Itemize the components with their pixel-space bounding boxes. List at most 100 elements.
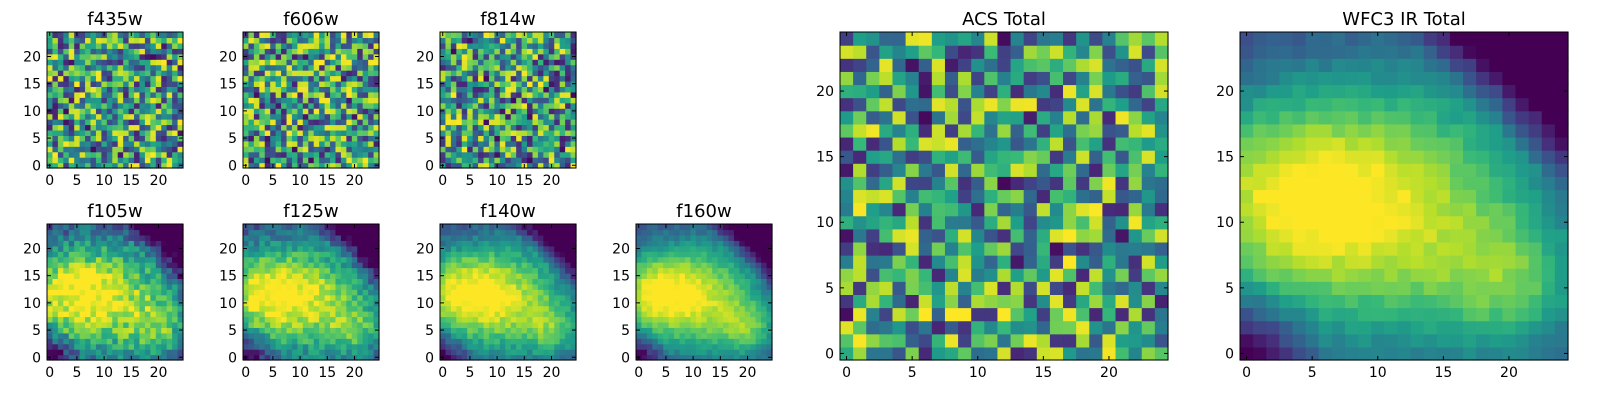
- heatmap-cell: [712, 278, 719, 285]
- heatmap-cell: [144, 157, 151, 164]
- heatmap-cell: [150, 151, 157, 158]
- heatmap-cell: [641, 262, 648, 269]
- heatmap-cell: [543, 157, 550, 164]
- heatmap-cell: [259, 135, 266, 142]
- heatmap-cell: [532, 305, 539, 312]
- heatmap-cell: [144, 32, 151, 39]
- heatmap-cell: [324, 59, 331, 66]
- heatmap-cell: [286, 70, 293, 77]
- heatmap-cell: [47, 129, 54, 136]
- heatmap-cell: [57, 48, 64, 55]
- heatmap-cell: [657, 267, 664, 274]
- heatmap-cell: [368, 349, 375, 356]
- heatmap-cell: [657, 224, 664, 231]
- heatmap-cell: [684, 327, 691, 334]
- heatmap-cell: [134, 59, 141, 66]
- heatmap-cell: [281, 316, 288, 323]
- heatmap-cell: [527, 245, 534, 252]
- heatmap-cell: [57, 129, 64, 136]
- heatmap-cell: [984, 241, 999, 256]
- heatmap-cell: [243, 343, 250, 350]
- heatmap-cell: [450, 64, 457, 71]
- heatmap-cell: [478, 108, 485, 115]
- heatmap-cell: [1076, 189, 1090, 204]
- heatmap-cell: [134, 240, 141, 247]
- heatmap-cell: [1049, 281, 1064, 295]
- heatmap-cell: [259, 234, 266, 241]
- heatmap-cell: [674, 245, 681, 252]
- heatmap-cell: [373, 124, 380, 131]
- heatmap-cell: [264, 224, 271, 231]
- heatmap-cell: [641, 251, 648, 258]
- heatmap-cell: [57, 349, 64, 356]
- heatmap-cell: [717, 332, 724, 339]
- heatmap-cell: [362, 349, 369, 356]
- heatmap-cell: [440, 102, 447, 109]
- heatmap-cell: [565, 32, 572, 39]
- heatmap-cell: [291, 70, 298, 77]
- heatmap-cell: [74, 321, 81, 328]
- heatmap-cell: [712, 224, 719, 231]
- heatmap-cell: [554, 108, 561, 115]
- heatmap-cell: [373, 321, 380, 328]
- heatmap-cell: [728, 278, 735, 285]
- heatmap-cell: [510, 278, 517, 285]
- heatmap-cell: [52, 162, 59, 169]
- heatmap-cell: [253, 262, 260, 269]
- heatmap-cell: [467, 262, 474, 269]
- heatmap-cell: [166, 48, 173, 55]
- heatmap-cell: [172, 80, 179, 87]
- y-tick-label: 5: [32, 131, 41, 147]
- heatmap-cell: [319, 140, 326, 147]
- heatmap-cell: [766, 305, 773, 312]
- heatmap-cell: [674, 311, 681, 318]
- heatmap-cell: [554, 80, 561, 87]
- heatmap-cell: [712, 234, 719, 241]
- heatmap-cell: [362, 251, 369, 258]
- x-tick-label: 20: [346, 365, 364, 381]
- y-tick-label: 10: [416, 296, 434, 312]
- heatmap-cell: [456, 140, 463, 147]
- heatmap-cell: [57, 119, 64, 126]
- heatmap-cell: [488, 91, 495, 98]
- heatmap-cell: [537, 272, 544, 279]
- heatmap-cell: [161, 162, 168, 169]
- heatmap-cell: [286, 119, 293, 126]
- heatmap-cell: [565, 278, 572, 285]
- heatmap-cell: [668, 332, 675, 339]
- heatmap-cell: [308, 113, 315, 120]
- heatmap-cell: [652, 349, 659, 356]
- heatmap-cell: [733, 234, 740, 241]
- heatmap-cell: [123, 80, 130, 87]
- heatmap-cell: [461, 251, 468, 258]
- heatmap-cell: [646, 300, 653, 307]
- heatmap-cell: [373, 262, 380, 269]
- heatmap-cell: [161, 42, 168, 49]
- heatmap-cell: [472, 80, 479, 87]
- heatmap-cell: [264, 48, 271, 55]
- heatmap-cell: [346, 262, 353, 269]
- heatmap-cell: [128, 108, 135, 115]
- heatmap-cell: [646, 327, 653, 334]
- heatmap-cell: [117, 343, 124, 350]
- heatmap-cell: [351, 311, 358, 318]
- heatmap-cell: [494, 140, 501, 147]
- heatmap-cell: [270, 102, 277, 109]
- heatmap-cell: [684, 262, 691, 269]
- heatmap-cell: [728, 300, 735, 307]
- heatmap-cell: [958, 294, 972, 309]
- heatmap-cell: [95, 146, 102, 153]
- heatmap-cell: [57, 256, 64, 263]
- heatmap-cell: [161, 327, 168, 334]
- heatmap-cell: [324, 300, 331, 307]
- x-tick-label: 0: [438, 365, 447, 381]
- heatmap-cell: [264, 305, 271, 312]
- heatmap-cell: [319, 91, 326, 98]
- heatmap-cell: [308, 146, 315, 153]
- heatmap-cell: [510, 91, 517, 98]
- heatmap-cell: [308, 102, 315, 109]
- heatmap-cell: [755, 283, 762, 290]
- heatmap-cell: [733, 338, 740, 345]
- heatmap-cell: [47, 267, 54, 274]
- heatmap-cell: [690, 278, 697, 285]
